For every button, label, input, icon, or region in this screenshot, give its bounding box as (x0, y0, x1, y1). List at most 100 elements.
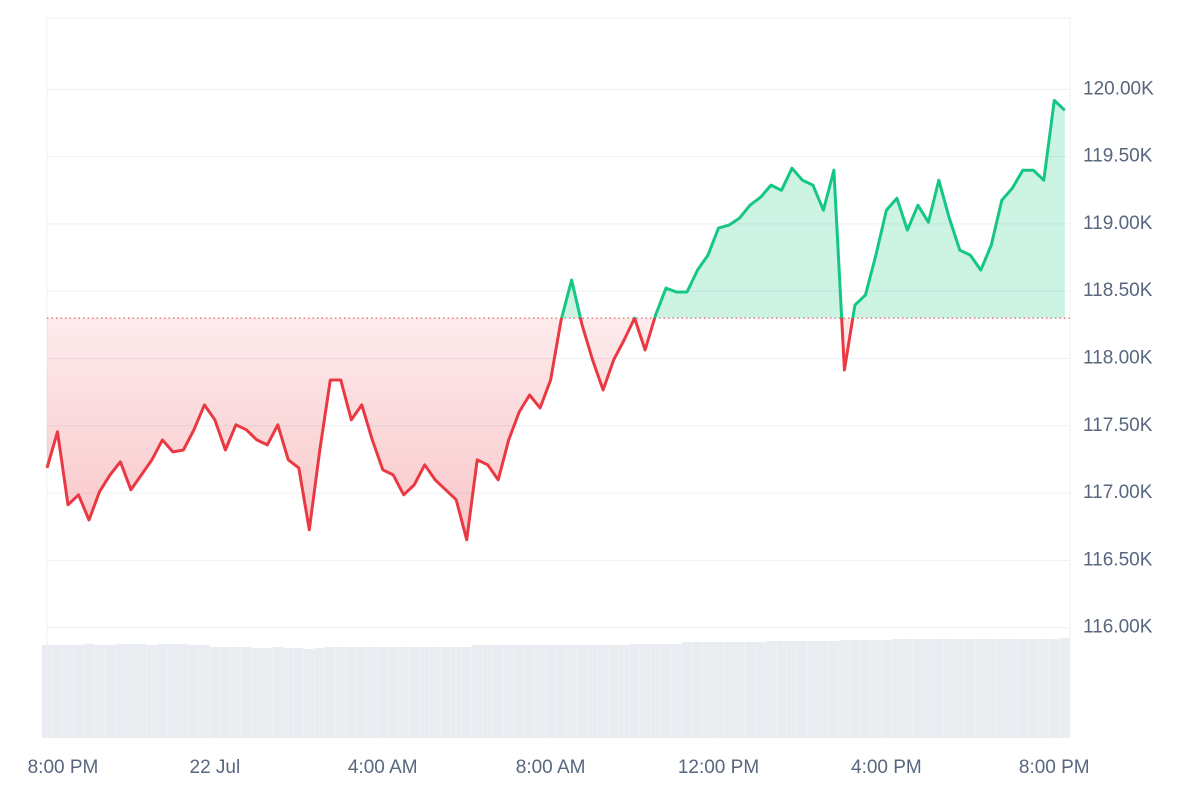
volume-bar (692, 642, 703, 738)
volume-bar (283, 648, 294, 738)
x-tick-label: 12:00 PM (678, 757, 759, 778)
y-tick-label: 116.00K (1083, 617, 1153, 638)
volume-bar (881, 640, 892, 738)
volume-bar (241, 647, 252, 738)
volume-bar (797, 641, 808, 738)
volume-bar (1038, 639, 1049, 738)
volume-bar (839, 640, 850, 738)
volume-bar (62, 645, 73, 738)
volume-bar (713, 642, 724, 738)
volume-bar (73, 645, 84, 738)
volume-bar (388, 647, 399, 738)
volume-bar (1007, 639, 1018, 738)
volume-bar (597, 645, 609, 738)
y-tick-label: 117.50K (1083, 415, 1153, 436)
volume-bar (146, 645, 157, 738)
volume-bar (734, 642, 745, 738)
volume-bar (230, 647, 241, 738)
volume-bar (304, 649, 315, 738)
volume-bar (650, 644, 661, 738)
y-tick-label: 118.00K (1083, 348, 1153, 369)
volume-bar (944, 639, 955, 738)
volume-bar (1059, 638, 1070, 738)
volume-bar (167, 644, 178, 738)
volume-bar (986, 639, 997, 738)
volume-bar (293, 648, 304, 738)
volume-bar (209, 647, 220, 738)
volume-layer (41, 638, 1070, 738)
volume-bar (587, 645, 598, 738)
volume-bar (471, 645, 483, 738)
volume-bar (220, 647, 231, 738)
volume-bar (618, 645, 630, 738)
volume-bar (954, 639, 965, 738)
volume-bar (314, 648, 325, 738)
y-tick-label: 119.00K (1083, 213, 1153, 234)
volume-bar (849, 640, 860, 738)
y-tick-label: 116.50K (1083, 549, 1153, 570)
volume-bar (681, 642, 692, 738)
volume-bar (1049, 639, 1060, 738)
area (47, 100, 1065, 540)
y-tick-label: 119.50K (1083, 146, 1153, 167)
volume-bar (629, 644, 640, 738)
volume-bar (923, 639, 934, 738)
volume-bar (566, 645, 577, 738)
volume-bar (744, 642, 755, 738)
volume-bar (912, 639, 923, 738)
volume-bar (115, 644, 126, 738)
volume-bar (534, 645, 546, 738)
volume-bar (576, 645, 588, 738)
volume-bar (671, 644, 682, 738)
volume-bar (367, 647, 378, 738)
y-tick-label: 120.00K (1083, 78, 1154, 99)
volume-bar (461, 647, 472, 738)
volume-bar (996, 639, 1007, 738)
volume-bar (828, 641, 839, 738)
volume-bar (818, 641, 829, 738)
volume-bar (94, 645, 105, 738)
volume-bar (482, 645, 493, 738)
price-layer (45, 98, 1070, 542)
volume-bar (429, 647, 441, 738)
volume-bar (199, 645, 210, 738)
volume-bar (891, 639, 902, 738)
volume-bar (1028, 639, 1039, 738)
x-tick-label: 8:00 PM (1019, 757, 1090, 778)
volume-bar (524, 645, 535, 738)
price-line (45, 98, 1066, 542)
volume-bar (786, 641, 797, 738)
volume-bar (660, 644, 671, 738)
volume-bar (136, 644, 147, 738)
volume-bar (503, 645, 514, 738)
x-tick-label: 8:00 PM (28, 757, 99, 778)
volume-bar (702, 642, 713, 738)
volume-bar (408, 647, 420, 738)
y-tick-label: 117.00K (1083, 482, 1153, 503)
volume-bar (975, 639, 986, 738)
volume-bar (933, 639, 944, 738)
volume-bar (178, 644, 189, 738)
y-tick-label: 118.50K (1083, 280, 1153, 301)
x-tick-label: 4:00 AM (348, 757, 418, 778)
volume-bar (52, 645, 63, 738)
volume-bar (251, 648, 262, 738)
volume-bar (639, 644, 651, 738)
volume-bar (902, 639, 913, 738)
x-tick-label: 22 Jul (190, 757, 241, 778)
volume-bar (1017, 639, 1028, 738)
volume-bar (188, 645, 199, 738)
volume-bar (555, 645, 567, 738)
volume-bar (356, 647, 367, 738)
volume-bar (157, 644, 168, 738)
volume-bar (776, 641, 787, 738)
volume-bar (398, 647, 409, 738)
volume-bar (755, 642, 766, 738)
volume-bar (723, 642, 734, 738)
volume-bar (272, 647, 283, 738)
x-tick-label: 8:00 AM (516, 757, 586, 778)
volume-bar (262, 648, 273, 738)
volume-bar (965, 639, 976, 738)
